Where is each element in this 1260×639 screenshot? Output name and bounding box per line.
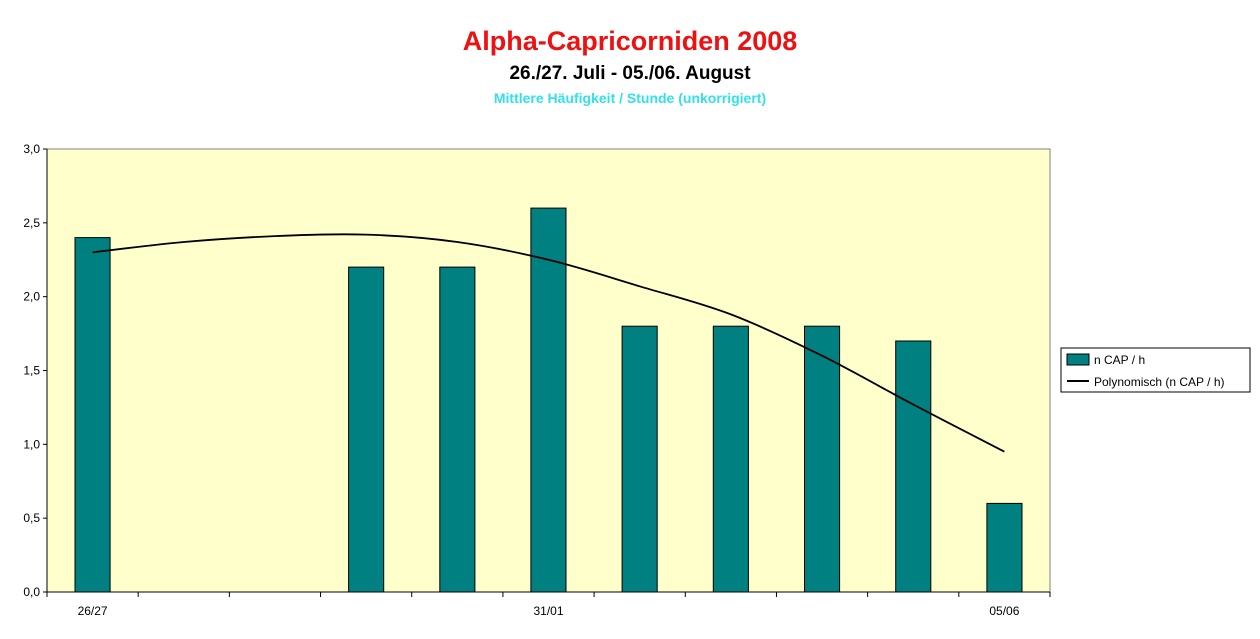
legend-swatch-bar	[1066, 353, 1090, 366]
y-tick-label: 0,0	[23, 585, 40, 599]
bar-4	[439, 266, 476, 593]
bar-10	[986, 502, 1023, 593]
legend: n CAP / h Polynomisch (n CAP / h)	[1060, 347, 1251, 393]
legend-label-trend: Polynomisch (n CAP / h)	[1094, 375, 1225, 389]
x-tick-label: 05/06	[989, 604, 1019, 618]
y-tick-label: 2,5	[23, 216, 40, 230]
trendline	[92, 233, 1005, 453]
legend-label-bars: n CAP / h	[1094, 353, 1145, 367]
bar-6	[621, 325, 658, 593]
bar-5	[530, 207, 567, 593]
chart-subtitle: 26./27. Juli - 05./06. August	[509, 63, 751, 84]
x-tick-label: 26/27	[78, 604, 108, 618]
bar-7	[712, 325, 749, 593]
y-tick-label: 0,5	[23, 511, 40, 525]
bar-8	[804, 325, 841, 593]
legend-box	[1060, 347, 1251, 393]
y-tick-label: 1,0	[23, 437, 40, 451]
x-tick-label: 31/01	[533, 604, 563, 618]
y-tick-label: 2,0	[23, 290, 40, 304]
bar-9	[895, 340, 932, 593]
y-tick-label: 3,0	[23, 142, 40, 156]
y-tick-label: 1,5	[23, 364, 40, 378]
bar-3	[348, 266, 385, 593]
chart-subtitle-secondary: Mittlere Häufigkeit / Stunde (unkorrigie…	[493, 90, 767, 106]
chart-title: Alpha-Capricorniden 2008	[462, 26, 798, 56]
bar-0	[74, 237, 111, 593]
